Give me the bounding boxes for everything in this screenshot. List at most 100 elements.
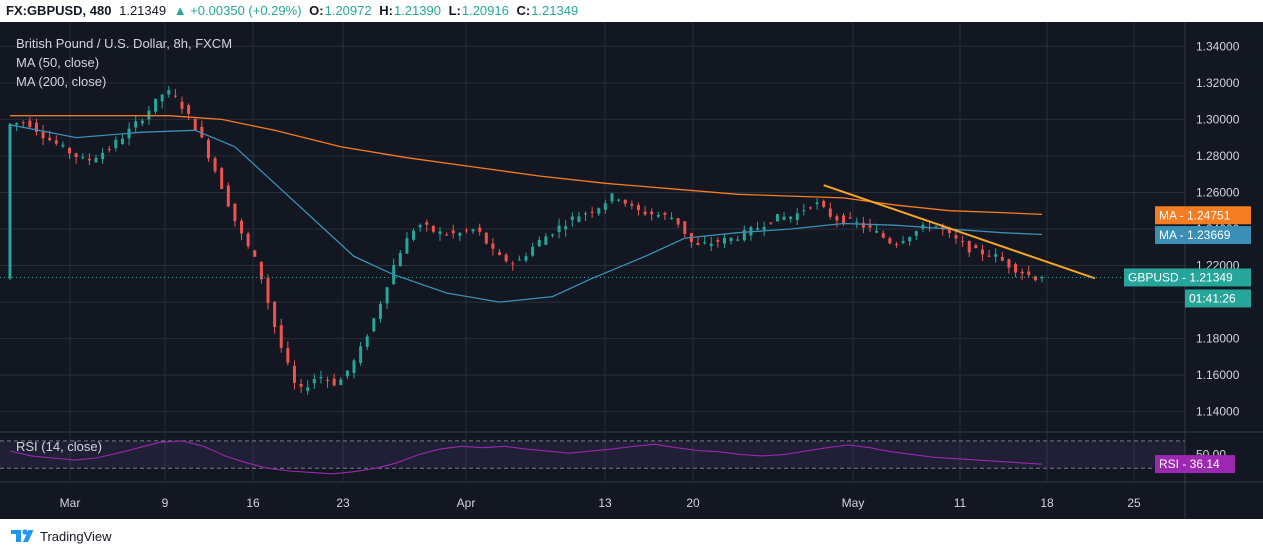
candle-body	[643, 211, 647, 215]
candle-body	[418, 225, 422, 228]
candle-body	[881, 233, 885, 238]
candle-body	[266, 278, 270, 303]
chart-title: British Pound / U.S. Dollar, 8h, FXCM	[16, 36, 233, 51]
candle-body	[656, 215, 660, 217]
candle-body	[273, 301, 277, 328]
candle-body	[623, 199, 627, 204]
candle-body	[842, 215, 846, 224]
rsi-band	[0, 440, 1185, 469]
candle-body	[1033, 276, 1037, 281]
candle-body	[934, 226, 938, 228]
price-change: ▲ +0.00350 (+0.29%)	[173, 3, 302, 18]
candle-body	[140, 120, 144, 124]
candle-body	[676, 218, 680, 225]
tradingview-logo-icon	[11, 529, 34, 542]
candle-body	[81, 156, 85, 158]
candle-body	[431, 225, 435, 232]
candle-body	[484, 232, 488, 244]
open-label: O:	[309, 3, 324, 18]
ma50-legend[interactable]: MA (50, close)	[16, 55, 100, 70]
candle-body	[861, 222, 865, 228]
price-chart[interactable]: Mar 9 16 23 Apr 13 20 May 11 18 25 1.34000 1.32000 1.…	[0, 22, 1263, 519]
symbol-label[interactable]: FX:GBPUSD, 480	[6, 3, 112, 18]
candle-body	[206, 139, 210, 159]
candle-body	[901, 241, 905, 243]
candle-body	[451, 230, 455, 234]
candle-body	[292, 366, 296, 383]
candle-body	[200, 126, 204, 138]
candle-body	[894, 244, 898, 246]
x-tick-label: 18	[1040, 496, 1054, 510]
candle-body	[306, 387, 310, 391]
candle-body	[1014, 264, 1018, 273]
candle-body	[729, 237, 733, 242]
ma50-value-tag	[1155, 226, 1251, 245]
candle-body	[828, 208, 832, 217]
x-tick-label: 16	[246, 496, 260, 510]
candle-body	[412, 230, 416, 240]
candle-body	[226, 185, 230, 207]
candle-body	[1027, 271, 1031, 275]
candle-body	[802, 210, 806, 212]
candle-body	[41, 131, 45, 139]
candle-body	[94, 157, 98, 163]
candle-body	[868, 223, 872, 228]
candle-body	[28, 120, 32, 128]
candle-body	[464, 230, 468, 232]
x-tick-label: 20	[686, 496, 700, 510]
y-tick-label: 1.14000	[1196, 405, 1240, 419]
brand-name: TradingView	[40, 528, 112, 544]
rsi-line	[9, 440, 1043, 475]
candle-body	[319, 377, 323, 379]
close-label: C:	[516, 3, 531, 18]
candle-body	[630, 203, 634, 206]
rsi-legend[interactable]: RSI (14, close)	[16, 439, 102, 454]
candle-body	[795, 213, 799, 220]
ma200-legend[interactable]: MA (200, close)	[16, 74, 107, 89]
high-value: 1.21390	[393, 3, 441, 18]
candle-body	[286, 348, 290, 363]
candle-body	[835, 216, 839, 221]
chart-background	[0, 22, 1263, 519]
candle-body	[279, 325, 283, 348]
candle-body	[650, 211, 654, 215]
candle-body	[187, 105, 191, 114]
candle-body	[134, 121, 138, 128]
candle-body	[246, 233, 250, 247]
candle-body	[15, 122, 19, 125]
y-tick-label: 1.16000	[1196, 368, 1240, 382]
candle-body	[34, 122, 38, 132]
candle-body	[101, 152, 105, 160]
candle-body	[504, 254, 508, 262]
candle-body	[458, 232, 462, 236]
candle-body	[517, 259, 521, 261]
candle-body	[1007, 259, 1011, 268]
candle-body	[716, 240, 720, 242]
candle-body	[815, 202, 819, 204]
y-tick-label: 1.28000	[1196, 149, 1240, 163]
candle-body	[253, 250, 257, 257]
candle-body	[557, 225, 561, 232]
candle-body	[961, 241, 965, 243]
candle-body	[326, 379, 330, 381]
candle-body	[709, 243, 713, 246]
high-label: H:	[379, 3, 393, 18]
candle-body	[994, 254, 998, 257]
tradingview-logo[interactable]: TradingView	[10, 528, 112, 544]
candle-body	[875, 230, 879, 233]
candle-body	[359, 346, 363, 363]
symbol-header-bar: FX:GBPUSD, 480 1.21349 ▲ +0.00350 (+0.29…	[0, 0, 1263, 22]
ma200-line	[10, 115, 1043, 216]
candle-body	[683, 221, 687, 234]
candle-body	[914, 231, 918, 236]
candle-body	[537, 240, 541, 247]
candle-body	[345, 370, 349, 377]
candle-body	[808, 207, 812, 209]
candle-body	[87, 158, 91, 161]
candle-body	[663, 212, 667, 215]
low-label: L:	[448, 3, 461, 18]
candle-body	[531, 246, 535, 256]
y-tick-label: 1.26000	[1196, 185, 1240, 199]
ma50-line	[9, 124, 1043, 303]
price-tag-text: GBPUSD - 1.21349	[1128, 270, 1233, 284]
